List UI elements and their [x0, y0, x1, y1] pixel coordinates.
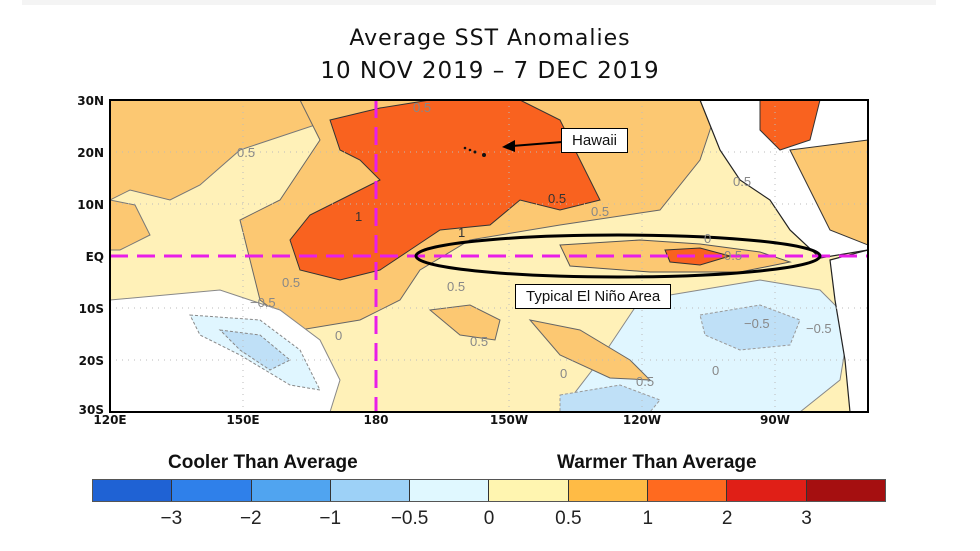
contour-label: 0.5 — [548, 191, 566, 206]
lat-label: 20S — [79, 354, 104, 368]
color-scale-segment — [410, 480, 490, 501]
color-scale-tick-label: −3 — [160, 508, 183, 529]
lon-label: 90W — [760, 413, 790, 427]
contour-label: 0.5 — [447, 279, 465, 294]
contour-label: 0.5 — [470, 334, 488, 349]
contour-label: 0.5 — [636, 374, 654, 389]
anomaly-region-warm — [428, 304, 501, 341]
contour-label: 0.5 — [591, 204, 609, 219]
hawaii-callout: Hawaii — [561, 128, 629, 153]
gridlines — [110, 100, 868, 412]
color-scale-segment — [330, 480, 411, 501]
color-scale-segment — [172, 480, 252, 501]
top-strip — [22, 0, 936, 5]
color-scale-tick-label: −1 — [319, 508, 342, 529]
lat-label: 30S — [79, 403, 104, 417]
anomaly-region-warm — [528, 319, 652, 381]
anomaly-region-warm — [110, 199, 151, 251]
latitude-axis: 30N 20N 10N EQ 10S 20S 30S — [77, 94, 104, 417]
lon-label: 120E — [93, 413, 126, 427]
hawaii-arrow — [511, 141, 563, 147]
color-scale-bar — [92, 479, 886, 502]
date-range-subtitle: 10 NOV 2019 – 7 DEC 2019 — [320, 58, 660, 84]
color-scale-tick-label: 2 — [721, 508, 733, 529]
color-scale-segment — [648, 480, 728, 501]
anomaly-region-hot — [664, 247, 732, 266]
el-nino-area-ellipse — [414, 233, 822, 279]
lon-label: 180 — [363, 413, 388, 427]
color-scale-tick-label: 3 — [801, 508, 812, 529]
color-scale-segment — [806, 480, 885, 501]
contour-label: −0.5 — [806, 321, 832, 336]
anomaly-region-cool — [559, 384, 661, 412]
lat-label: 10S — [79, 302, 104, 316]
contour-label: 0.5 — [282, 275, 300, 290]
land-or-neutral — [110, 289, 341, 412]
map-field — [110, 100, 868, 412]
lon-label: 120W — [623, 413, 661, 427]
color-scale-segment — [251, 480, 331, 501]
contour-label: 0 — [712, 363, 719, 378]
color-scale-tick-label: −0.5 — [390, 508, 429, 529]
warmer-label: Warmer Than Average — [557, 452, 757, 473]
contour-label: 0 — [335, 328, 342, 343]
chart-title: Average SST Anomalies — [349, 26, 631, 51]
lat-label: 20N — [77, 146, 104, 160]
color-scale-segment — [568, 480, 649, 501]
color-scale-tick-label: 1 — [642, 508, 654, 529]
contour-label: −0.5 — [250, 295, 276, 310]
contour-label: 0.5 — [724, 248, 742, 263]
color-scale-tick-label: −2 — [239, 508, 262, 529]
longitude-axis: 120E 150E 180 150W 120W 90W — [93, 413, 790, 427]
color-scale-segment — [489, 480, 569, 501]
contour-label: 0 — [704, 231, 711, 246]
contour-label: 0.5 — [237, 145, 255, 160]
land-south-america — [829, 249, 868, 412]
lat-label: EQ — [86, 250, 104, 264]
contour-label: 1 — [355, 209, 362, 224]
color-scale-segment — [93, 480, 173, 501]
lat-label: 10N — [77, 198, 104, 212]
anomaly-region-warm — [789, 139, 868, 246]
contour-label: −0.5 — [744, 316, 770, 331]
contour-label: 0.5 — [733, 174, 751, 189]
contour-label: 0.5 — [413, 100, 431, 115]
lon-label: 150E — [226, 413, 259, 427]
el-nino-area-callout: Typical El Niño Area — [515, 284, 672, 309]
hawaii-islands — [463, 146, 486, 157]
lon-label: 150W — [490, 413, 528, 427]
cooler-label: Cooler Than Average — [168, 452, 358, 473]
color-scale-tick-label: 0 — [483, 508, 495, 529]
contour-label: 1 — [458, 225, 465, 240]
color-scale-tick-label: 0.5 — [555, 508, 582, 529]
color-scale-segment — [727, 480, 807, 501]
arrow-head-icon — [502, 140, 515, 152]
lat-label: 30N — [77, 94, 104, 108]
map-frame — [109, 99, 869, 413]
contour-label: 0 — [560, 366, 567, 381]
